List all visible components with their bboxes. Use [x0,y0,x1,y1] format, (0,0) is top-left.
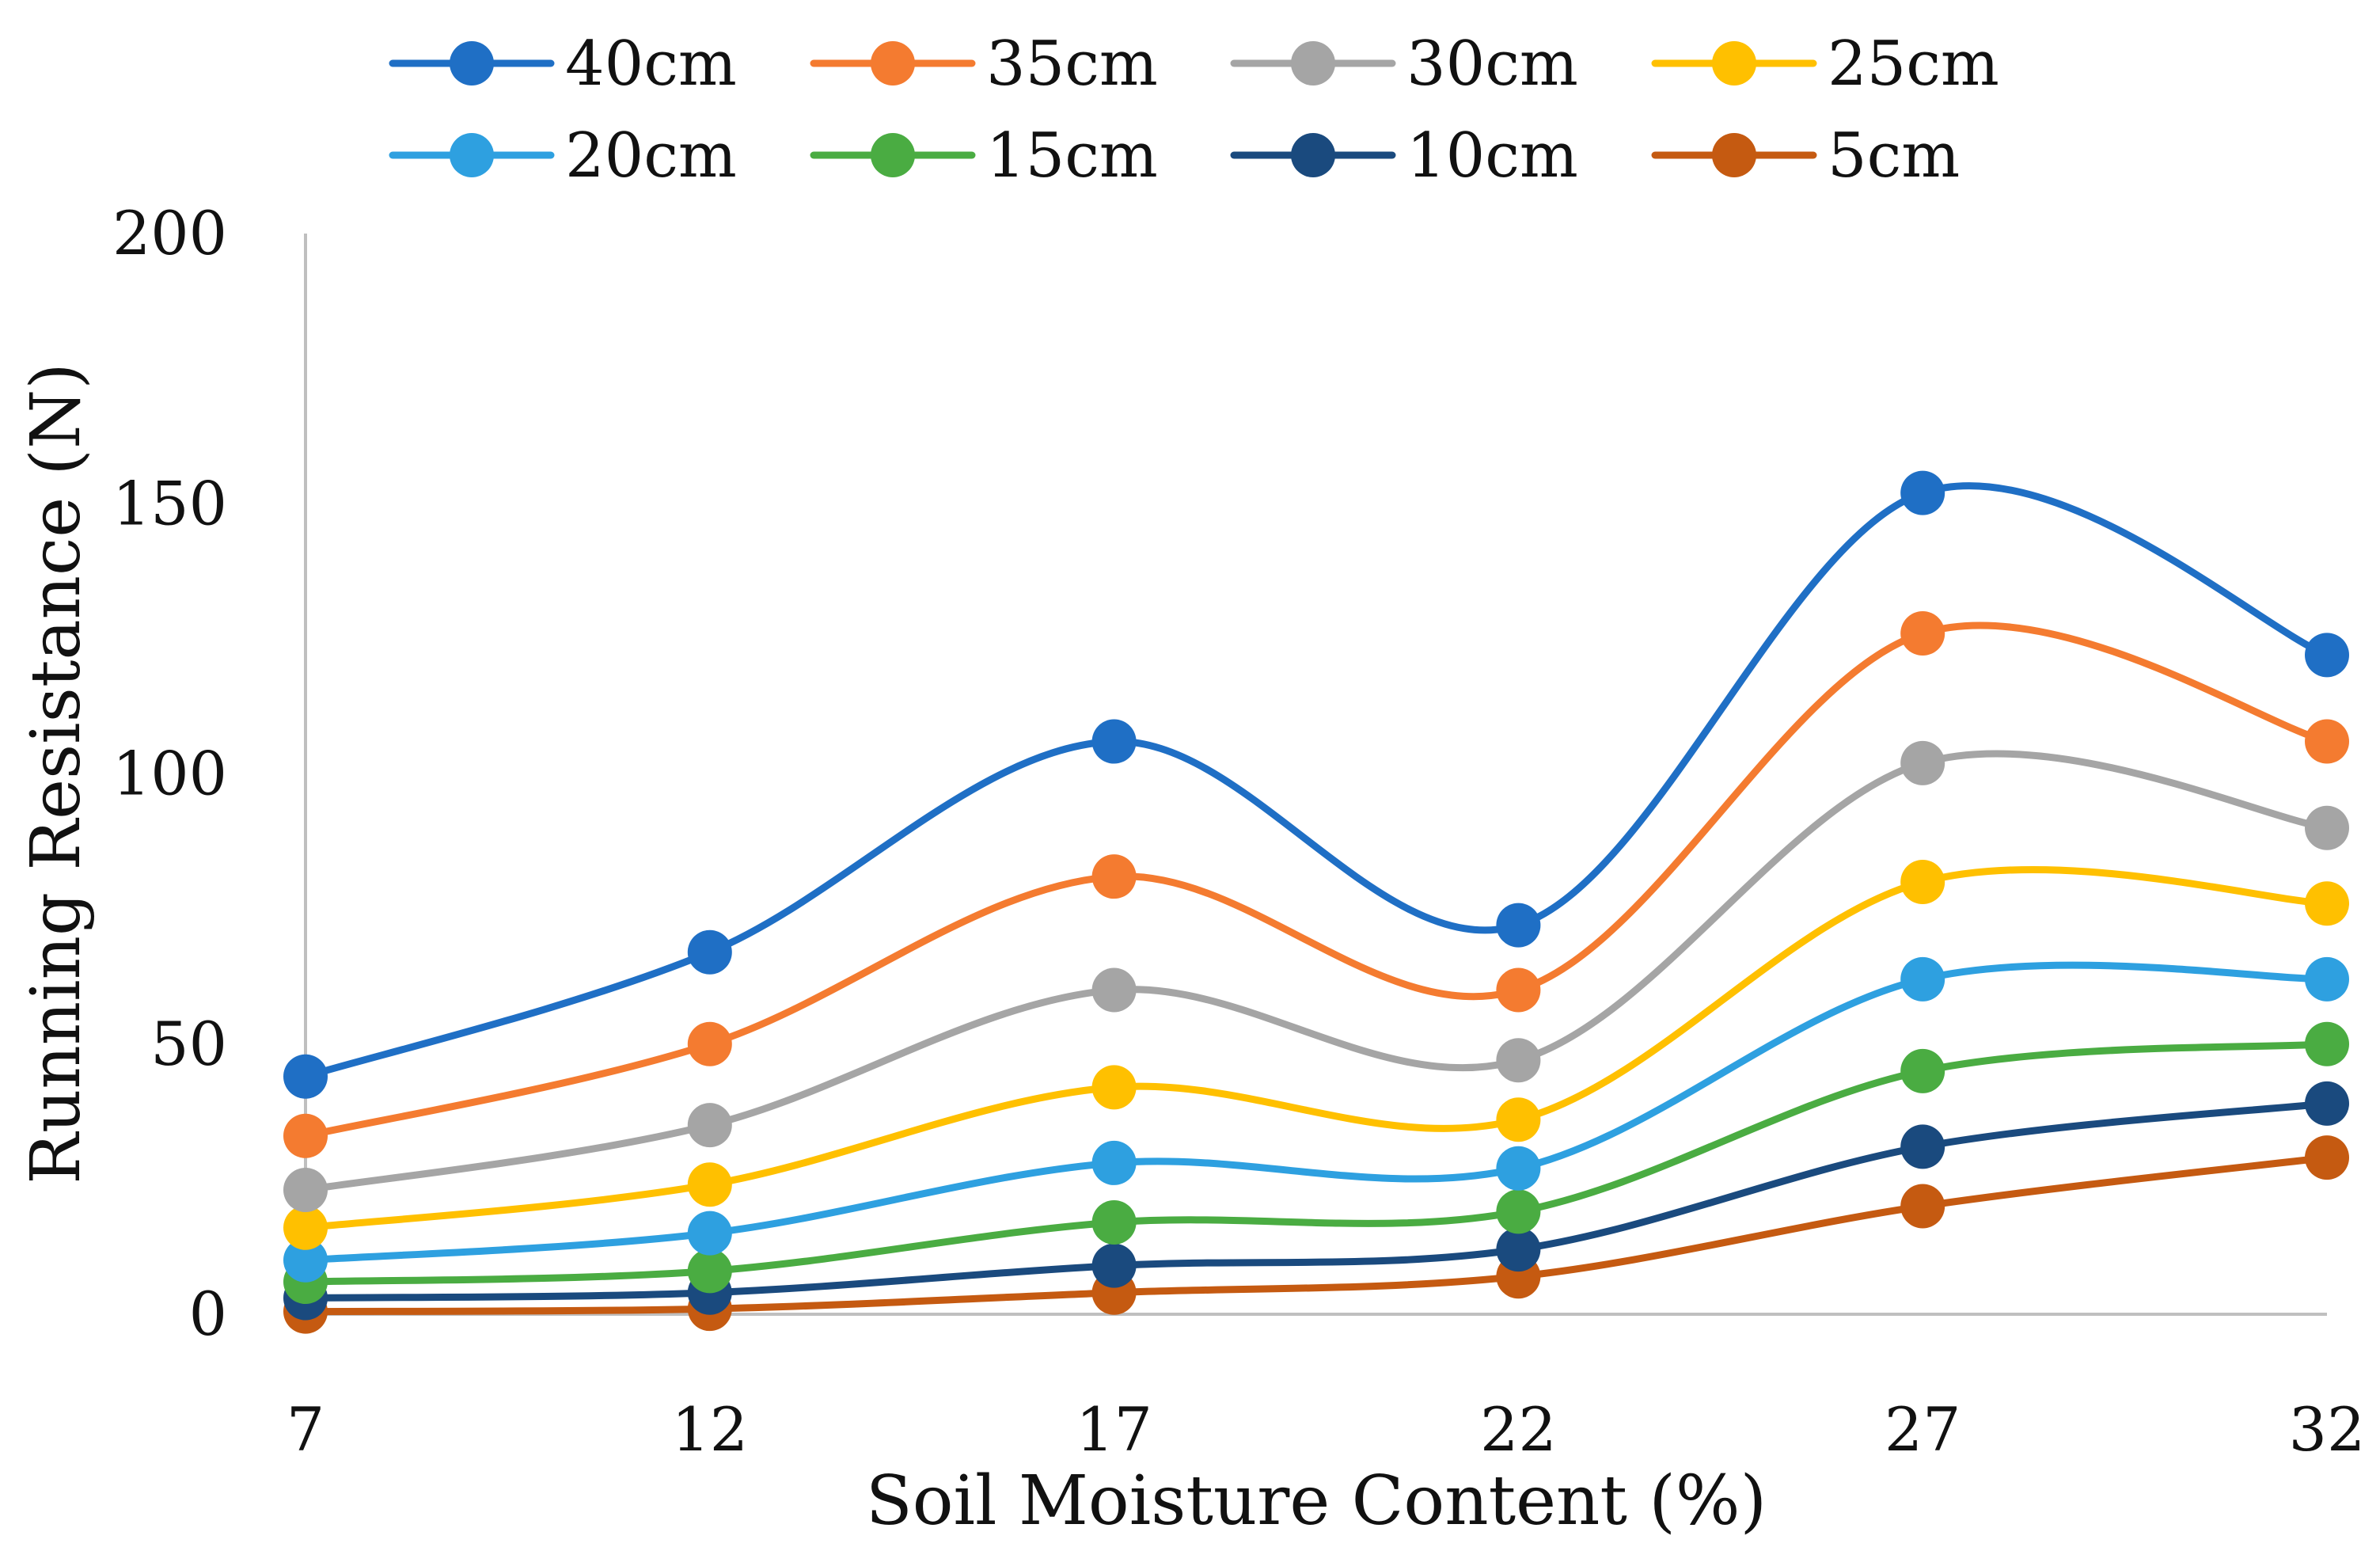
legend-item-10cm: 10cm [1230,120,1578,192]
data-point-30cm-x17 [1091,967,1137,1013]
series-line-20cm [302,961,2331,1264]
data-point-40cm-x27 [1900,470,1945,515]
legend-item-5cm: 5cm [1651,120,1960,192]
y-tick-label: 150 [112,468,227,538]
data-point-20cm-x27 [1900,956,1945,1002]
data-point-40cm-x7 [283,1054,328,1099]
series-markers [283,470,2349,1334]
legend-label: 40cm [565,29,737,100]
data-point-40cm-x32 [2305,633,2349,678]
legend-item-35cm: 35cm [810,29,1158,100]
data-point-5cm-x32 [2305,1135,2349,1180]
x-tick-label: 27 [1885,1394,1961,1465]
data-point-10cm-x17 [1091,1243,1137,1288]
series-line-40cm [302,482,2331,1081]
legend-marker-swatch [450,41,494,86]
data-point-30cm-x22 [1496,1038,1541,1083]
data-point-35cm-x32 [2305,719,2349,764]
data-point-15cm-x32 [2305,1021,2349,1066]
legend-marker-swatch [1291,133,1335,177]
series-lines [302,482,2331,1316]
x-tick-labels: 7 12 17 22 27 32 [287,1394,2366,1465]
data-point-20cm-x7 [283,1237,328,1283]
data-point-25cm-x27 [1900,860,1945,904]
data-point-35cm-x12 [687,1021,732,1066]
series-line-5cm [302,1154,2331,1316]
x-tick-label: 12 [671,1394,748,1465]
data-point-30cm-x32 [2305,805,2349,850]
legend-marker-swatch [1712,41,1756,86]
data-point-30cm-x12 [687,1103,732,1148]
legend: 40cm 35cm 30cm 25cm 20cm 15cm 10cm 5cm [389,29,1999,192]
y-tick-label: 200 [112,198,227,268]
data-point-15cm-x17 [1091,1199,1137,1245]
legend-marker-swatch [450,133,494,177]
x-tick-label: 32 [2289,1394,2366,1465]
legend-label: 10cm [1406,120,1578,192]
data-point-30cm-x27 [1900,740,1945,785]
axes [304,234,2327,1316]
x-tick-label: 22 [1480,1394,1557,1465]
x-tick-label: 17 [1076,1394,1152,1465]
data-point-40cm-x12 [687,929,732,975]
data-point-15cm-x27 [1900,1048,1945,1093]
data-point-25cm-x7 [283,1205,328,1250]
series-line-35cm [302,621,2331,1140]
y-tick-label: 0 [189,1279,227,1349]
legend-item-15cm: 15cm [810,120,1158,192]
data-point-10cm-x32 [2305,1081,2349,1126]
data-point-40cm-x22 [1496,903,1541,948]
data-point-10cm-x22 [1496,1227,1541,1272]
data-point-40cm-x17 [1091,719,1137,764]
series-line-30cm [302,750,2331,1194]
legend-item-30cm: 30cm [1230,29,1578,100]
legend-marker-swatch [1291,41,1335,86]
legend-label: 35cm [986,29,1158,100]
series-line-15cm [302,1040,2331,1286]
data-point-25cm-x12 [687,1162,732,1207]
legend-marker-swatch [871,133,915,177]
legend-marker-swatch [1712,133,1756,177]
legend-label: 25cm [1828,29,1999,100]
x-axis-title: Soil Moisture Content (%) [866,1461,1767,1541]
data-point-35cm-x27 [1900,611,1945,656]
data-point-20cm-x22 [1496,1146,1541,1191]
data-point-30cm-x7 [283,1168,328,1213]
data-point-10cm-x27 [1900,1124,1945,1169]
legend-label: 5cm [1828,120,1960,192]
data-point-25cm-x17 [1091,1065,1137,1110]
data-point-15cm-x22 [1496,1189,1541,1234]
data-point-25cm-x22 [1496,1097,1541,1142]
y-tick-labels: 0 50 100 150 200 [112,198,227,1349]
data-point-5cm-x27 [1900,1184,1945,1229]
data-point-35cm-x17 [1091,854,1137,899]
legend-label: 15cm [986,120,1158,192]
data-point-15cm-x12 [687,1249,732,1294]
data-point-25cm-x32 [2305,881,2349,926]
series-line-25cm [302,865,2331,1232]
data-point-20cm-x12 [687,1211,732,1256]
y-axis-title: Running Resistance (N) [17,363,96,1184]
data-point-20cm-x32 [2305,956,2349,1002]
legend-label: 30cm [1406,29,1578,100]
x-tick-label: 7 [287,1394,325,1465]
data-point-20cm-x17 [1091,1140,1137,1185]
legend-item-40cm: 40cm [389,29,737,100]
data-point-35cm-x22 [1496,967,1541,1013]
series-line-10cm [302,1100,2331,1302]
legend-item-25cm: 25cm [1651,29,1999,100]
legend-item-20cm: 20cm [389,120,737,192]
legend-marker-swatch [871,41,915,86]
legend-label: 20cm [565,120,737,192]
data-point-35cm-x7 [283,1113,328,1158]
y-tick-label: 100 [112,739,227,809]
y-tick-label: 50 [150,1009,227,1079]
